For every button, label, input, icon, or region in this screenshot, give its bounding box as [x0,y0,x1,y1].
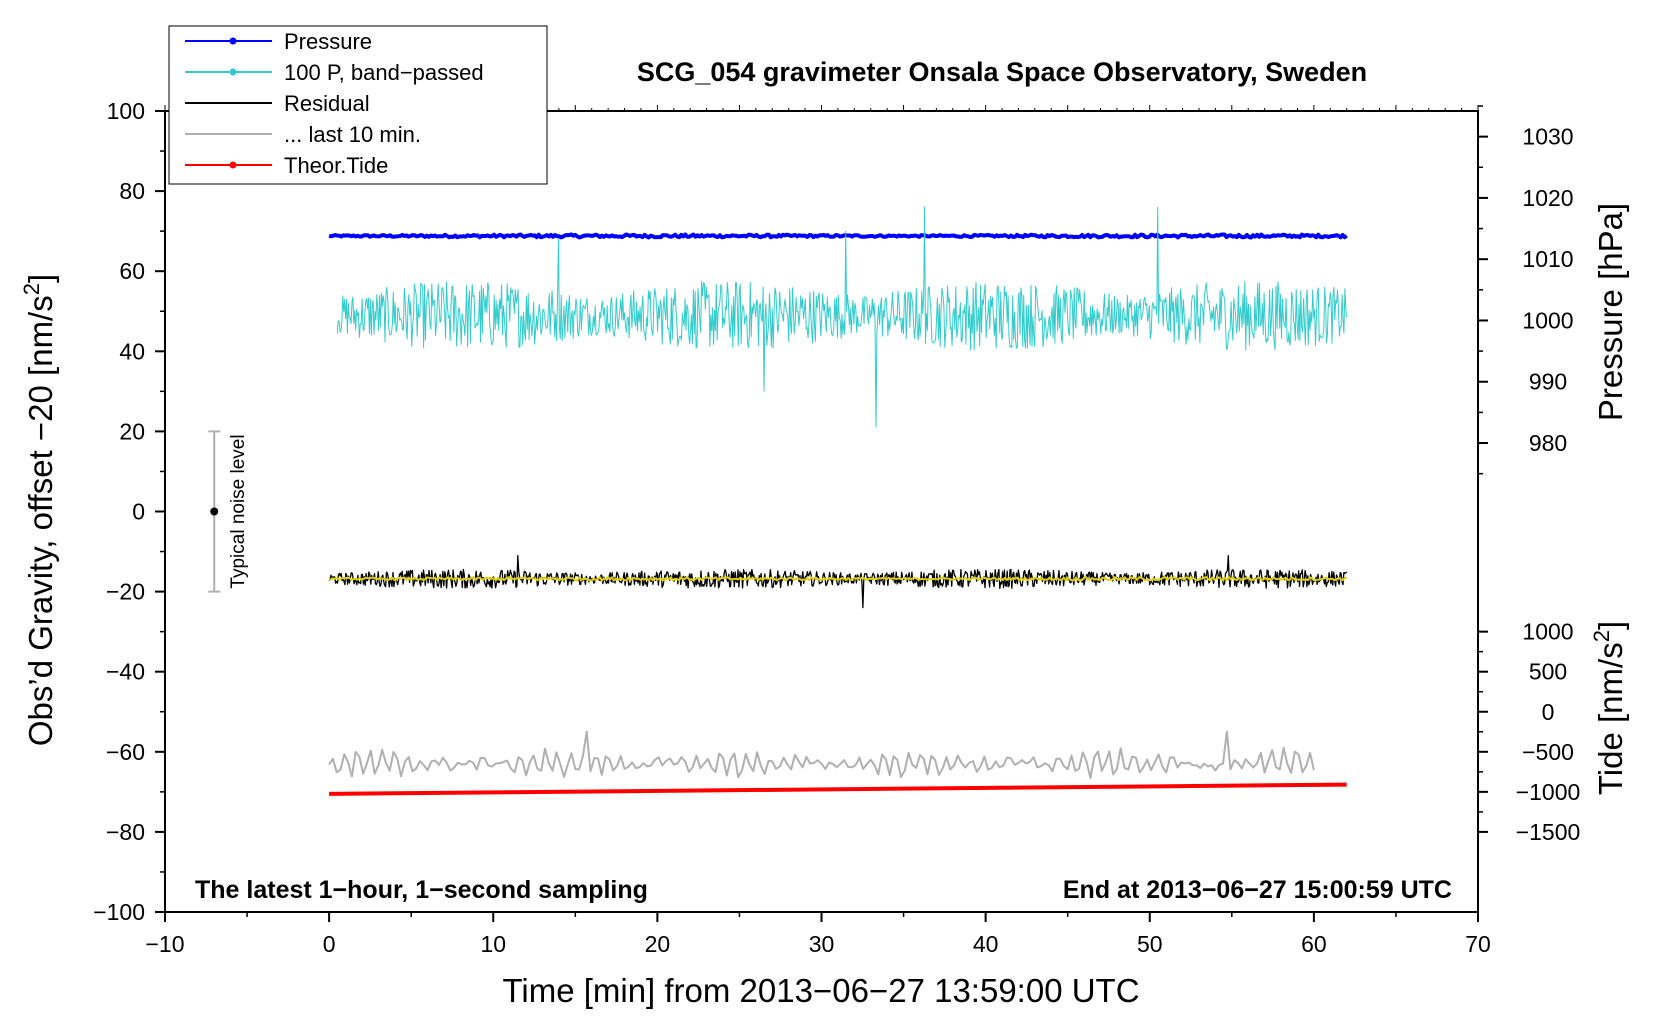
y-axis-left-title-end: ] [22,274,59,283]
y-axis-left: −100 −80 −60 −40 −20 0 20 40 60 80 100 [93,98,165,925]
y-tick-label: −80 [106,819,145,845]
y-tick-label: 40 [119,338,145,364]
legend-box [168,25,548,185]
noise-level-center-dot [210,507,219,516]
y-axis-right-tide-title-main: Tide [nm/s [1592,642,1629,795]
tide-tick-label: 500 [1529,659,1567,685]
y-tick-label: −100 [93,899,145,925]
legend-label: ... last 10 min. [284,122,421,147]
legend: Pressure 100 P, band−passed Residual ... la… [168,25,548,185]
pressure-tick-label: 1020 [1522,185,1573,211]
y-axis-right-tide: −1500 −1000 −500 0 500 1000 [1478,619,1580,845]
x-tick-label: −10 [145,931,184,957]
series-line-residual-smoothed [328,576,1348,582]
legend-marker [229,68,237,76]
noise-level-label: Typical noise level [228,434,249,588]
y-tick-label: 100 [107,98,145,124]
series-line-pressure [328,232,1348,240]
x-tick-label: 50 [1137,931,1163,957]
tide-tick-label: −500 [1522,739,1574,765]
y-tick-label: 80 [119,178,145,204]
x-axis-title: Time [min] from 2013−06−27 13:59:00 UTC [502,972,1139,1009]
y-axis-right-tide-title-sup: 2 [1589,630,1614,642]
x-tick-label: 20 [645,931,671,957]
legend-label: Pressure [284,29,372,54]
legend-label: Theor.Tide [284,153,388,178]
y-tick-label: 0 [132,499,145,525]
x-tick-label: 30 [809,931,835,957]
y-axis-left-title-sup: 2 [19,283,44,295]
x-tick-label: 70 [1465,931,1491,957]
chart-title: SCG_054 gravimeter Onsala Space Observat… [637,57,1367,87]
y-tick-label: −20 [106,579,145,605]
series-layer [328,206,1348,796]
y-axis-right-tide-title: Tide [nm/s2] [1589,621,1629,795]
x-tick-label: 40 [973,931,999,957]
y-tick-label: 20 [119,418,145,444]
x-tick-label: 10 [480,931,506,957]
pressure-tick-label: 1000 [1522,307,1573,333]
series-line-theor-tide [329,782,1347,796]
x-axis: −10 0 10 20 30 40 50 60 70 [145,105,1491,957]
noise-level-indicator: Typical noise level [208,430,249,593]
x-tick-label: 60 [1301,931,1327,957]
y-axis-right-pressure-title: Pressure [hPa] [1592,203,1629,421]
x-tick-label: 0 [323,931,336,957]
y-tick-label: −40 [106,659,145,685]
pressure-tick-label: 990 [1529,369,1567,395]
tide-tick-label: 0 [1542,699,1555,725]
y-tick-label: 60 [119,258,145,284]
legend-label: Residual [284,91,370,116]
pressure-tick-label: 1030 [1522,124,1573,150]
tide-tick-label: −1000 [1516,779,1581,805]
y-axis-right-pressure: 980 990 1000 1010 1020 1030 [1478,105,1574,475]
legend-marker [229,37,237,45]
y-axis-left-title-main: Obs’d Gravity, offset −20 [nm/s [22,295,59,746]
pressure-tick-label: 1010 [1522,246,1573,272]
pressure-tick-label: 980 [1529,430,1567,456]
tide-tick-label: −1500 [1516,819,1581,845]
legend-marker [229,161,237,169]
series-line-100-p-band-passed [336,206,1348,428]
tide-tick-label: 1000 [1522,619,1573,645]
note-sampling: The latest 1−hour, 1−second sampling [195,876,648,904]
legend-label: 100 P, band−passed [284,60,484,85]
y-tick-label: −60 [106,739,145,765]
y-axis-right-tide-title-end: ] [1592,621,1629,630]
series-line-last-10-min [328,730,1315,779]
note-end-time: End at 2013−06−27 15:00:59 UTC [1063,876,1452,904]
y-axis-left-title: Obs’d Gravity, offset −20 [nm/s2] [19,274,59,746]
series-line-residual [328,554,1348,609]
